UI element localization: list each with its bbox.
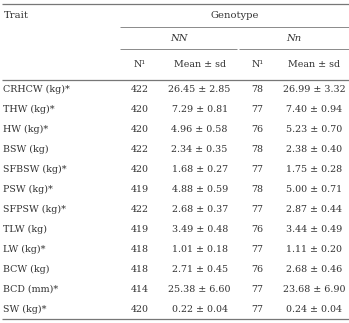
Text: 76: 76 [252,225,263,234]
Text: 78: 78 [252,185,263,194]
Text: 2.87 ± 0.44: 2.87 ± 0.44 [286,205,342,214]
Text: 419: 419 [131,185,149,194]
Text: 2.38 ± 0.40: 2.38 ± 0.40 [286,145,342,154]
Text: 2.68 ± 0.37: 2.68 ± 0.37 [171,205,228,214]
Text: Genotype: Genotype [210,11,259,20]
Text: 5.00 ± 0.71: 5.00 ± 0.71 [286,185,342,194]
Text: Mean ± sd: Mean ± sd [173,60,226,69]
Text: 419: 419 [131,225,149,234]
Text: 418: 418 [131,265,149,274]
Text: Mean ± sd: Mean ± sd [288,60,340,69]
Text: 422: 422 [131,205,149,214]
Text: 77: 77 [252,205,263,214]
Text: 420: 420 [131,125,149,134]
Text: 76: 76 [252,125,263,134]
Text: 7.40 ± 0.94: 7.40 ± 0.94 [286,105,342,114]
Text: 78: 78 [252,145,263,154]
Text: 420: 420 [131,305,149,314]
Text: TLW (kg): TLW (kg) [3,225,47,234]
Text: 4.96 ± 0.58: 4.96 ± 0.58 [171,125,228,134]
Text: THW (kg)*: THW (kg)* [3,105,55,114]
Text: 3.44 ± 0.49: 3.44 ± 0.49 [286,225,342,234]
Text: 25.38 ± 6.60: 25.38 ± 6.60 [168,285,231,294]
Text: 7.29 ± 0.81: 7.29 ± 0.81 [172,105,228,114]
Text: 2.34 ± 0.35: 2.34 ± 0.35 [171,145,228,154]
Text: 77: 77 [252,285,263,294]
Text: 76: 76 [252,265,263,274]
Text: N¹: N¹ [252,60,263,69]
Text: 420: 420 [131,165,149,174]
Text: 422: 422 [131,145,149,154]
Text: HW (kg)*: HW (kg)* [3,125,49,134]
Text: SFBSW (kg)*: SFBSW (kg)* [3,165,67,174]
Text: 5.23 ± 0.70: 5.23 ± 0.70 [286,125,342,134]
Text: 3.49 ± 0.48: 3.49 ± 0.48 [171,225,228,234]
Text: 77: 77 [252,105,263,114]
Text: 78: 78 [252,85,263,94]
Text: NN: NN [170,34,188,43]
Text: 1.11 ± 0.20: 1.11 ± 0.20 [286,245,342,254]
Text: Nn: Nn [286,34,302,43]
Text: 0.24 ± 0.04: 0.24 ± 0.04 [286,305,342,314]
Text: 4.88 ± 0.59: 4.88 ± 0.59 [171,185,228,194]
Text: 23.68 ± 6.90: 23.68 ± 6.90 [283,285,346,294]
Text: PSW (kg)*: PSW (kg)* [3,185,53,194]
Text: 26.45 ± 2.85: 26.45 ± 2.85 [169,85,231,94]
Text: CRHCW (kg)*: CRHCW (kg)* [3,85,70,94]
Text: 418: 418 [131,245,149,254]
Text: 2.71 ± 0.45: 2.71 ± 0.45 [172,265,228,274]
Text: SFPSW (kg)*: SFPSW (kg)* [3,205,67,214]
Text: 77: 77 [252,165,263,174]
Text: BSW (kg): BSW (kg) [3,145,49,154]
Text: Trait: Trait [3,11,28,20]
Text: 1.68 ± 0.27: 1.68 ± 0.27 [172,165,228,174]
Text: 2.68 ± 0.46: 2.68 ± 0.46 [286,265,342,274]
Text: SW (kg)*: SW (kg)* [3,305,47,314]
Text: 77: 77 [252,305,263,314]
Text: 422: 422 [131,85,149,94]
Text: 414: 414 [131,285,149,294]
Text: 26.99 ± 3.32: 26.99 ± 3.32 [283,85,346,94]
Text: 1.75 ± 0.28: 1.75 ± 0.28 [286,165,342,174]
Text: 0.22 ± 0.04: 0.22 ± 0.04 [172,305,228,314]
Text: LW (kg)*: LW (kg)* [3,245,46,254]
Text: 77: 77 [252,245,263,254]
Text: N¹: N¹ [134,60,146,69]
Text: 420: 420 [131,105,149,114]
Text: BCW (kg): BCW (kg) [3,265,50,274]
Text: BCD (mm)*: BCD (mm)* [3,285,59,294]
Text: 1.01 ± 0.18: 1.01 ± 0.18 [172,245,228,254]
